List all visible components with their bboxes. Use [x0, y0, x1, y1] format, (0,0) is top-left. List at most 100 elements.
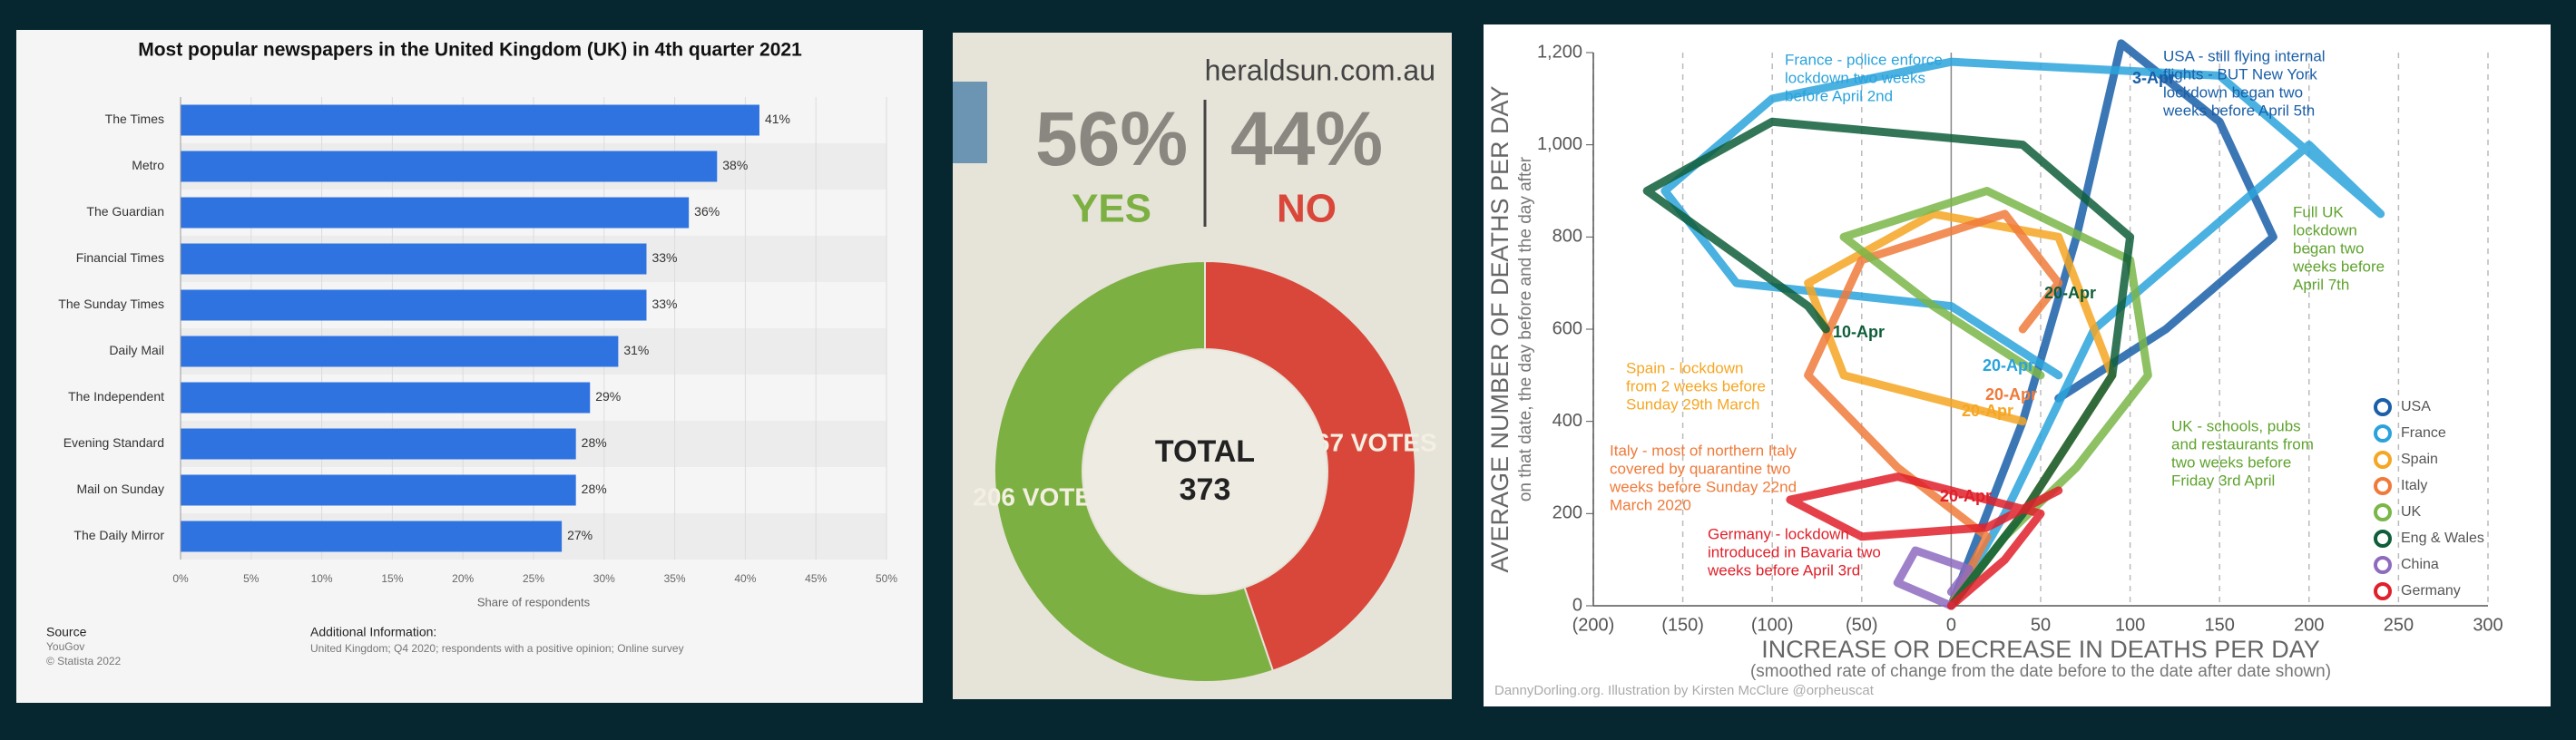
x-tick-label: 30%	[593, 572, 615, 585]
annotation: weeks before April 3rd	[1707, 561, 1860, 579]
trajectory	[1946, 39, 2277, 610]
annotation: lockdown began two	[2163, 83, 2303, 101]
bar	[181, 243, 647, 275]
x-axis-label: Share of respondents	[477, 595, 591, 609]
x-tick-label: 200	[2294, 615, 2324, 635]
date-label: 10-Apr	[1833, 323, 1885, 341]
y-tick-label: The Guardian	[86, 204, 164, 219]
legend-label: Italy	[2401, 478, 2427, 493]
y-tick-label: 600	[1552, 318, 1582, 338]
bar	[181, 197, 690, 229]
total-label: TOTAL	[1155, 434, 1255, 469]
copyright: © Statista 2022	[46, 655, 122, 667]
source: YouGov	[46, 640, 84, 653]
date-label: 20-Apr	[1983, 356, 2034, 375]
chart-title: Most popular newspapers in the United Ki…	[138, 40, 802, 61]
legend-marker	[2374, 582, 2392, 600]
annotation: and restaurants from	[2171, 435, 2314, 453]
y-tick-label: Mail on Sunday	[76, 482, 164, 496]
source-title: Source	[46, 625, 87, 639]
data-label: 28%	[582, 435, 607, 450]
legend-marker	[2374, 556, 2392, 574]
x-tick-label: 300	[2473, 615, 2503, 635]
trajectory	[1893, 546, 1974, 610]
legend-label: YES	[1072, 187, 1151, 231]
bar	[181, 151, 718, 182]
x-tick-label: 25%	[523, 572, 544, 585]
x-tick-label: (50)	[1846, 615, 1878, 635]
annotation: France - police enforce	[1785, 51, 1943, 68]
date-label: 3-Apr	[2132, 69, 2175, 87]
annotation: April 7th	[2293, 276, 2349, 293]
legend-label: NO	[1277, 187, 1337, 231]
legend-label: China	[2401, 557, 2439, 572]
y-tick-label: 1,000	[1537, 134, 1582, 154]
legend-label: USA	[2401, 399, 2431, 414]
annotation: before April 2nd	[1785, 87, 1893, 104]
trajectory	[1660, 57, 2385, 610]
percent: 44%	[1230, 96, 1383, 181]
annotation: weeks before April 5th	[2162, 102, 2315, 119]
x-axis-sublabel: (smoothed rate of change from the date b…	[1750, 662, 2331, 681]
y-tick-label: 0	[1572, 595, 1582, 615]
y-tick-label: The Times	[105, 112, 164, 126]
bar	[181, 104, 759, 136]
bar	[181, 336, 619, 367]
x-tick-label: 5%	[243, 572, 260, 585]
photo-edge	[953, 82, 987, 163]
annotation: UK - schools, pubs	[2171, 417, 2301, 434]
bar	[181, 474, 576, 506]
legend-label: UK	[2401, 504, 2422, 520]
legend-marker	[2374, 530, 2392, 548]
annotation: USA - still flying internal	[2163, 47, 2326, 64]
x-tick-label: (150)	[1661, 615, 1704, 635]
annotation: Sunday 29th March	[1626, 395, 1759, 413]
total: 373	[1180, 472, 1231, 507]
annotation: introduced in Bavaria two	[1708, 543, 1881, 560]
x-tick-label: 250	[2384, 615, 2414, 635]
date-label: 20-Apr	[2044, 284, 2096, 302]
legend-marker	[2374, 451, 2392, 469]
y-tick-label: Metro	[132, 158, 164, 172]
y-axis-label: AVERAGE NUMBER OF DEATHS PER DAY	[1486, 85, 1513, 572]
annotation: Spain - lockdown	[1626, 359, 1743, 376]
x-tick-label: 0%	[172, 572, 189, 585]
legend-label: Germany	[2401, 583, 2461, 599]
date-label: 20-Apr	[1985, 385, 2037, 404]
trajectory	[1642, 117, 2135, 610]
date-label: 20-Apr	[1962, 402, 2013, 420]
annotation: flights - BUT New York	[2163, 65, 2317, 83]
legend-label: Eng & Wales	[2401, 531, 2484, 546]
panel-trajectory	[1484, 24, 2551, 706]
x-tick-label: 10%	[311, 572, 333, 585]
y-axis-sublabel: on that date, the day before and the day…	[1516, 156, 1535, 501]
data-label: 36%	[694, 204, 720, 219]
x-tick-label: (100)	[1751, 615, 1794, 635]
bar	[181, 521, 563, 552]
annotation: began two	[2293, 239, 2364, 257]
x-tick-label: 15%	[381, 572, 403, 585]
y-tick-label: Daily Mail	[109, 343, 164, 357]
annotation: weeks before	[2292, 258, 2385, 275]
credit: DannyDorling.org. Illustration by Kirste…	[1494, 683, 1875, 698]
percent: 56%	[1035, 96, 1188, 181]
data-label: 33%	[651, 250, 677, 265]
donut-hole	[1083, 350, 1327, 593]
bar	[181, 289, 647, 321]
slice	[1204, 259, 1416, 672]
data-label: 31%	[623, 343, 649, 357]
x-tick-label: 40%	[734, 572, 756, 585]
bar	[181, 428, 576, 460]
annotation: Friday 3rd April	[2171, 472, 2275, 489]
annotation: Full UK	[2293, 203, 2344, 220]
y-tick-label: 800	[1552, 227, 1582, 247]
y-tick-label: The Sunday Times	[58, 297, 164, 311]
legend-marker	[2374, 398, 2392, 416]
y-tick-label: 1,200	[1537, 42, 1582, 62]
x-tick-label: 45%	[805, 572, 827, 585]
trajectory	[1786, 472, 2063, 610]
y-tick-label: 200	[1552, 503, 1582, 523]
y-tick-label: Evening Standard	[64, 435, 164, 450]
